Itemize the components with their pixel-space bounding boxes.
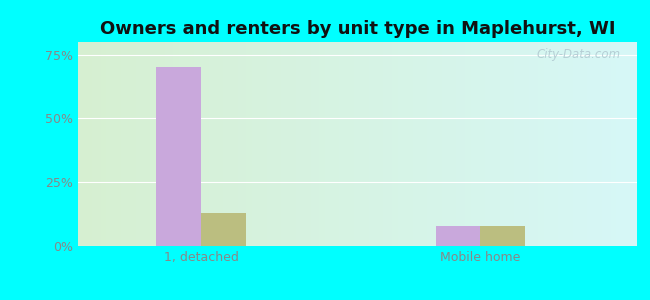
Bar	[156, 68, 201, 246]
Bar	[436, 226, 480, 246]
Bar	[201, 213, 246, 246]
Legend: Owner occupied units, Renter occupied units: Owner occupied units, Renter occupied un…	[176, 297, 540, 300]
Bar	[480, 226, 525, 246]
Title: Owners and renters by unit type in Maplehurst, WI: Owners and renters by unit type in Maple…	[99, 20, 616, 38]
Text: City-Data.com: City-Data.com	[536, 48, 620, 61]
